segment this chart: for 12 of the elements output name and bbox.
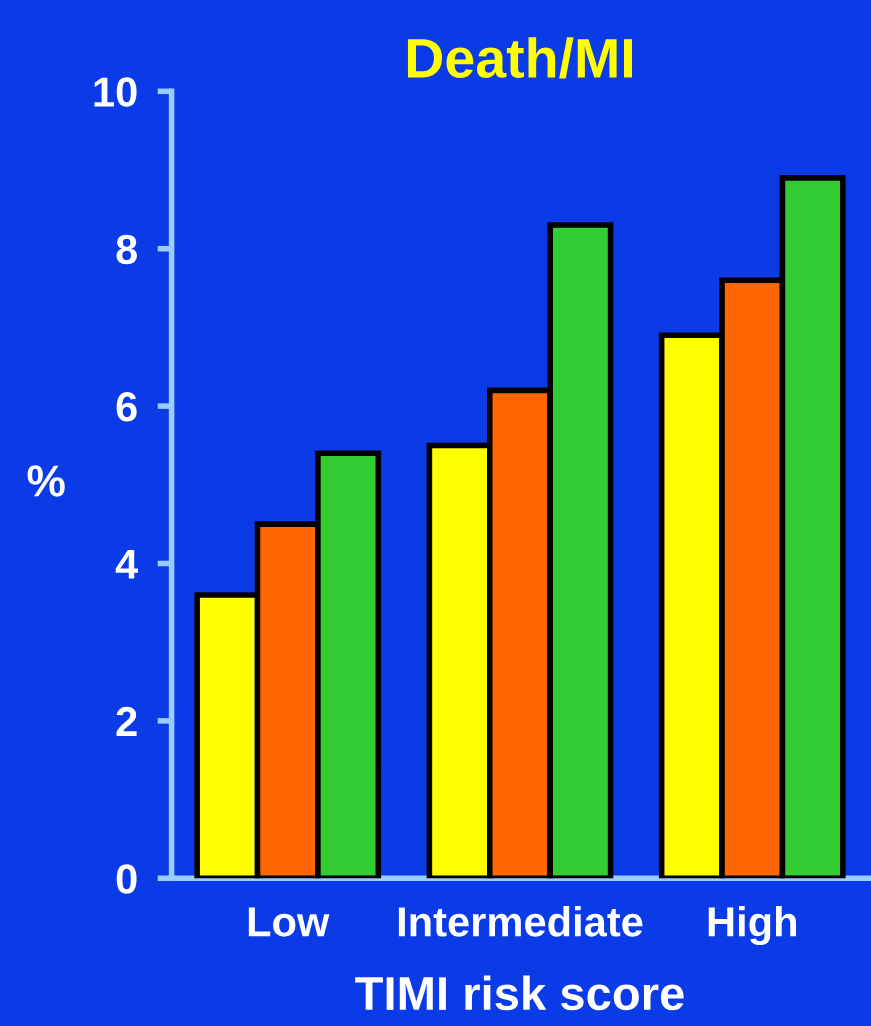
x-tick-label: Intermediate (398, 906, 643, 937)
x-axis-title: TIMI risk score (355, 975, 684, 1011)
y-tick-label: 6 (116, 392, 137, 422)
x-tick-label: High (708, 906, 796, 946)
y-tick-label: 8 (116, 234, 137, 265)
chart-title: Death/MI (407, 37, 633, 79)
y-tick-label: 10 (94, 77, 137, 107)
y-tick-label: 2 (116, 706, 137, 736)
y-axis-title: % (27, 465, 65, 497)
x-tick-label: Low (248, 907, 330, 937)
y-tick-label: 4 (115, 549, 139, 579)
y-tick-label: 0 (116, 864, 137, 894)
